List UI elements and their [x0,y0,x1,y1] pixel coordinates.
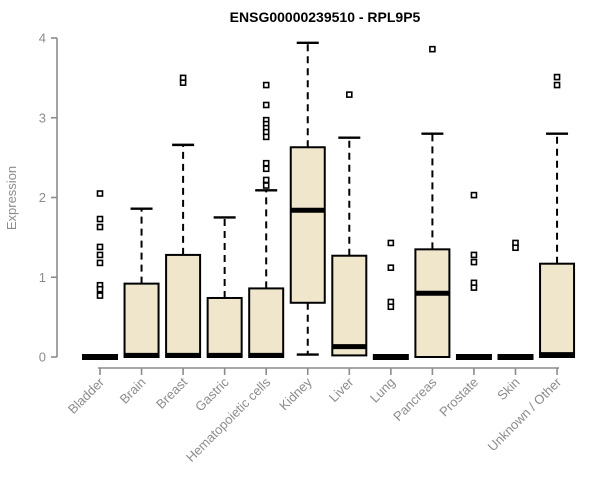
outlier-point [96,215,104,223]
collapsed-box-Prostate [455,354,492,360]
outlier-point [262,165,270,173]
x-tick-label: Bladder [65,374,108,417]
collapsed-box-Bladder [82,354,118,360]
box-Pancreas [414,248,451,358]
box-Liver [331,254,368,357]
box-Unknown / Other [539,262,576,359]
y-tick-label: 4 [39,31,46,46]
x-tick-label: Liver [326,374,357,405]
y-tick-label: 3 [39,110,46,125]
outlier-point [96,251,104,259]
x-tick-label: Gastric [192,374,232,414]
outlier-point [262,101,270,109]
box-Gastric [206,296,243,358]
y-tick-label: 0 [39,350,46,365]
outlier-point [470,251,478,259]
outlier-point [345,91,353,98]
x-tick-label: Unknown / Other [485,374,565,454]
outlier-point [470,191,478,199]
x-tick-label: Skin [494,375,522,403]
x-tick-label: Pancreas [390,374,440,424]
outlier-point [262,133,270,141]
box-Breast [165,253,202,358]
outliers-group [96,45,561,311]
outlier-point [96,292,104,299]
y-tick-label: 2 [39,190,46,205]
outlier-point [429,45,436,53]
outlier-point [553,81,561,89]
outlier-point [96,223,104,231]
box-Brain [123,282,160,359]
outlier-point [262,81,270,89]
outlier-point [96,285,104,293]
outlier-point [96,243,104,251]
y-tick-label: 1 [39,270,46,285]
collapsed-box-Skin [497,354,534,360]
x-tick-label: Prostate [436,375,481,420]
box-Hematopoietic cells [248,287,285,359]
boxes-group [82,41,576,360]
outlier-point [553,73,561,81]
outlier-point [262,159,270,167]
outlier-point [96,259,104,267]
outlier-point [387,264,395,271]
outlier-point [470,258,478,266]
outlier-point [387,239,395,247]
outlier-point [512,244,519,252]
outlier-point [262,182,270,189]
outlier-point [470,284,478,291]
outlier-point [262,176,270,184]
x-tick-label: Lung [367,375,398,406]
outlier-point [96,190,104,197]
x-tick-label: Brain [117,375,149,407]
collapsed-box-Lung [372,354,409,360]
x-tick-label: Breast [153,374,190,411]
y-axis-title: Expression [4,166,19,230]
outlier-point [179,79,187,86]
x-tick-label: Kidney [276,374,315,413]
box-Kidney [289,146,326,304]
outlier-point [387,303,395,311]
chart-title: ENSG00000239510 - RPL9P5 [230,9,421,25]
